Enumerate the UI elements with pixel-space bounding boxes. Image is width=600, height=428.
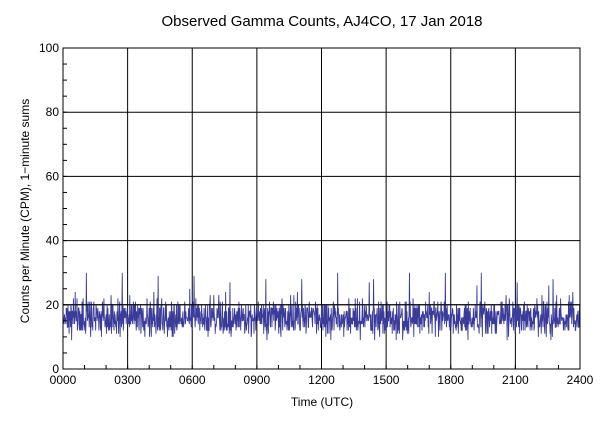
- series-line-gamma-cpm: [62, 272, 581, 341]
- y-axis-label: Counts per Minute (CPM), 1−minute sums: [18, 99, 32, 323]
- y-tick-label: 20: [46, 298, 60, 312]
- y-axis-ticks: 0 20 40 60 80 100: [39, 41, 59, 376]
- x-tick-label: 0300: [114, 373, 141, 387]
- y-tick-label: 100: [39, 41, 59, 55]
- x-tick-label: 0900: [244, 373, 271, 387]
- chart-title: Observed Gamma Counts, AJ4CO, 17 Jan 201…: [162, 13, 483, 30]
- series-group: [62, 272, 581, 341]
- x-tick-label: 1200: [308, 373, 335, 387]
- y-tick-label: 40: [46, 234, 60, 248]
- x-tick-label: 1800: [437, 373, 464, 387]
- x-tick-label: 2100: [502, 373, 529, 387]
- y-tick-label: 0: [52, 362, 59, 376]
- x-tick-label: 0600: [179, 373, 206, 387]
- minor-ticks: [62, 47, 581, 370]
- x-tick-label: 0000: [50, 373, 77, 387]
- x-tick-label: 1500: [373, 373, 400, 387]
- y-tick-label: 80: [46, 105, 60, 119]
- x-tick-label: 2400: [567, 373, 594, 387]
- y-tick-label: 60: [46, 169, 60, 183]
- x-axis-ticks: 0000 0300 0600 0900 1200 1500 1800 2100 2400: [50, 373, 594, 387]
- x-axis-label: Time (UTC): [291, 395, 353, 409]
